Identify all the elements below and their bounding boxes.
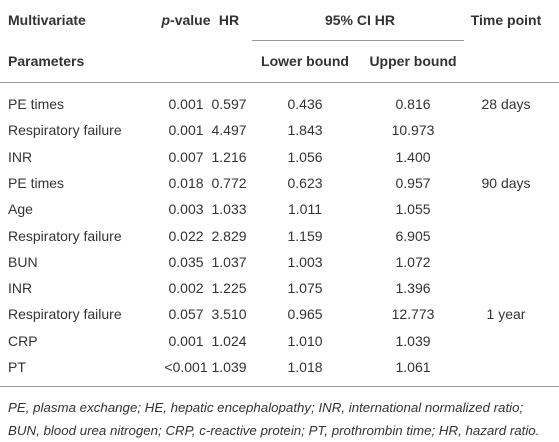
parameter-cell: PE times bbox=[8, 174, 65, 191]
value-cell: 6.905 bbox=[395, 227, 431, 244]
value-cell: 28 days bbox=[481, 96, 531, 112]
value-cell: 1.024 bbox=[211, 332, 247, 349]
value-cell: 1.843 bbox=[287, 122, 323, 139]
value-cell: 1.011 bbox=[288, 201, 322, 218]
value-cell: 90 days bbox=[481, 174, 531, 191]
value-cell: 1.072 bbox=[395, 253, 431, 270]
value-cell: 0.597 bbox=[211, 96, 247, 112]
parameter-cell: Age bbox=[8, 201, 33, 218]
header-cell: Parameters bbox=[8, 53, 85, 69]
value-cell: 0.001 bbox=[168, 332, 204, 349]
value-cell: 1.055 bbox=[395, 201, 431, 218]
value-cell: 1.039 bbox=[211, 359, 247, 375]
value-cell: 1.039 bbox=[395, 332, 431, 349]
value-cell: 1.003 bbox=[287, 253, 323, 270]
parameter-cell: Respiratory failure bbox=[8, 227, 122, 244]
value-cell: 0.035 bbox=[168, 253, 204, 270]
value-cell: 1.033 bbox=[211, 201, 247, 218]
group-rule bbox=[252, 40, 464, 41]
value-cell: 1.396 bbox=[395, 280, 431, 297]
parameter-cell: PE times bbox=[8, 96, 65, 112]
value-cell: 2.829 bbox=[211, 227, 247, 244]
value-cell: 0.816 bbox=[395, 96, 431, 112]
value-cell: 1 year bbox=[486, 306, 526, 323]
value-cell: 0.957 bbox=[395, 174, 431, 191]
value-cell: 4.497 bbox=[211, 122, 247, 139]
header-cell: Time point bbox=[470, 12, 542, 28]
footnote: PE, plasma exchange; HE, hepatic encepha… bbox=[8, 400, 540, 438]
value-cell: 1.056 bbox=[287, 148, 323, 165]
value-cell: 0.623 bbox=[287, 174, 323, 191]
value-cell: 1.018 bbox=[287, 359, 323, 375]
value-cell: 3.510 bbox=[211, 306, 247, 323]
header-cell: p-value bbox=[161, 11, 210, 29]
header-rule bbox=[0, 82, 559, 83]
parameter-cell: INR bbox=[8, 148, 33, 165]
header-text: p-value bbox=[161, 12, 211, 28]
header-cell: Upper bound bbox=[369, 53, 457, 69]
header-cell: Multivariate bbox=[8, 12, 86, 28]
value-cell: 0.436 bbox=[287, 96, 323, 112]
parameter-cell: INR bbox=[8, 280, 33, 297]
parameter-cell: Respiratory failure bbox=[8, 306, 122, 323]
value-cell: 0.965 bbox=[287, 306, 323, 323]
value-cell: 0.022 bbox=[168, 227, 204, 244]
value-cell: 0.772 bbox=[211, 174, 247, 191]
value-cell: 0.002 bbox=[168, 280, 204, 297]
value-cell: 1.075 bbox=[287, 280, 323, 297]
value-cell: 1.010 bbox=[287, 332, 323, 349]
value-cell: 0.001 bbox=[168, 122, 204, 139]
value-cell: 1.061 bbox=[395, 359, 431, 375]
value-cell: 1.216 bbox=[211, 148, 247, 165]
parameter-cell: BUN bbox=[8, 253, 38, 270]
value-cell: 1.225 bbox=[211, 280, 247, 297]
header-group: 95% CI HR bbox=[324, 12, 396, 28]
value-cell: 0.057 bbox=[168, 306, 204, 323]
value-cell: 0.007 bbox=[168, 148, 204, 165]
value-cell: <0.001 bbox=[164, 359, 208, 375]
header-cell: HR bbox=[218, 12, 240, 28]
value-cell: 1.037 bbox=[211, 253, 247, 270]
value-cell: 10.973 bbox=[391, 122, 435, 139]
value-cell: 1.400 bbox=[395, 148, 431, 165]
value-cell: 1.159 bbox=[287, 227, 323, 244]
parameter-cell: Respiratory failure bbox=[8, 122, 122, 139]
value-cell: 12.773 bbox=[391, 306, 435, 323]
value-cell: 0.001 bbox=[168, 96, 204, 112]
header-cell: Lower bound bbox=[261, 53, 349, 69]
bottom-rule bbox=[0, 386, 559, 387]
value-cell: 0.018 bbox=[168, 174, 204, 191]
value-cell: 0.003 bbox=[168, 201, 204, 218]
parameter-cell: CRP bbox=[8, 332, 38, 349]
parameter-cell: PT bbox=[8, 359, 26, 375]
